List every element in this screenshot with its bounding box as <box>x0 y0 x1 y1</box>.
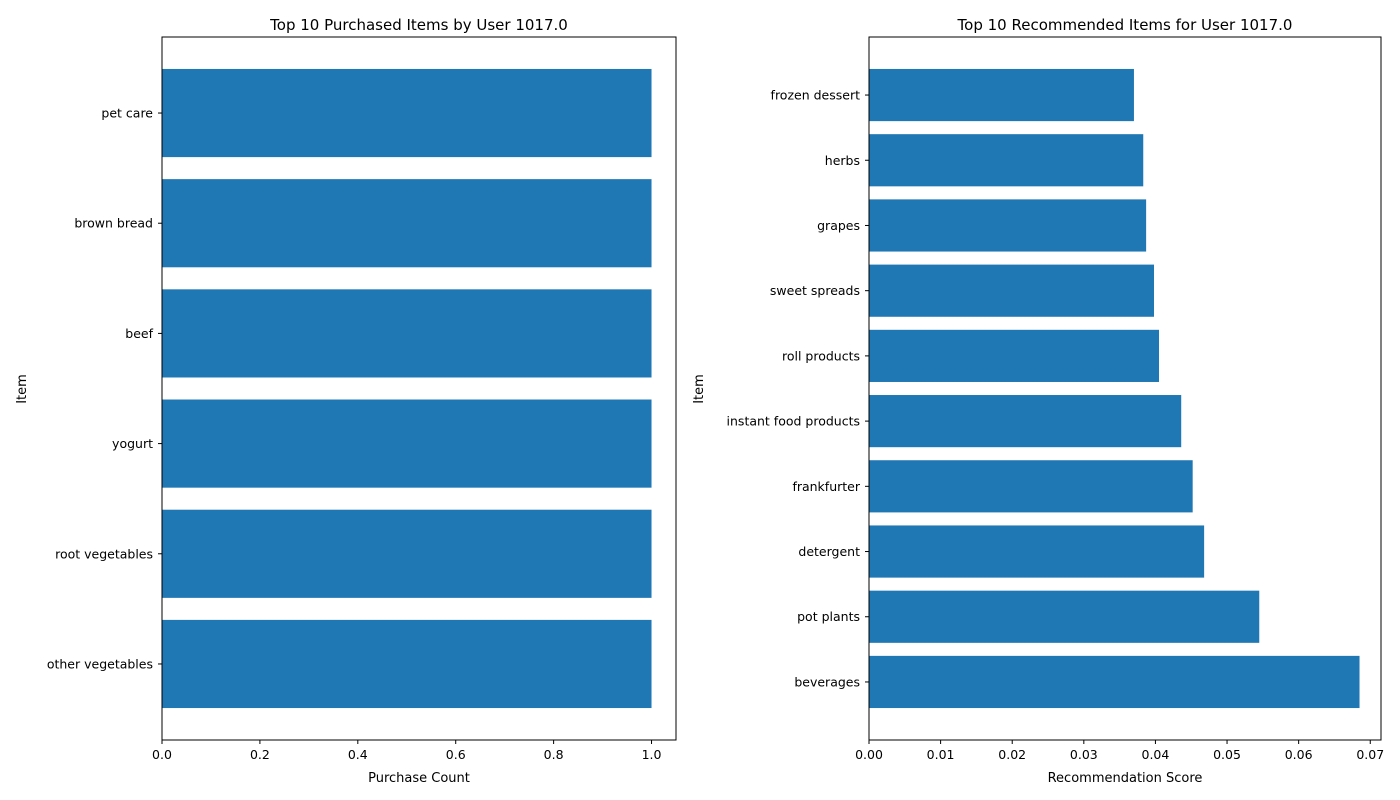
y-tick-label: sweet spreads <box>770 283 860 298</box>
plot-frame <box>161 36 677 741</box>
y-tick-label: brown bread <box>74 216 153 231</box>
bar-detergent <box>869 525 1205 578</box>
x-tick-label: 0.0 <box>152 747 172 762</box>
plot-frame <box>868 36 1382 741</box>
y-tick-label: detergent <box>798 544 860 559</box>
y-tick-group: other vegetables root vegetables yogurt bee… <box>47 106 162 671</box>
x-axis-label: Recommendation Score <box>1048 771 1203 786</box>
x-tick-label: 0.4 <box>348 747 368 762</box>
x-tick-label: 0.8 <box>544 747 564 762</box>
bar-group <box>869 68 1360 709</box>
x-tick-label: 0.02 <box>998 747 1026 762</box>
x-tick-label: 1.0 <box>642 747 662 762</box>
bar-frozen-dessert <box>869 68 1134 122</box>
y-tick-label: other vegetables <box>47 656 153 671</box>
y-axis-label: Item <box>692 374 707 404</box>
y-tick-label: herbs <box>825 153 860 168</box>
y-tick-label: instant food products <box>727 414 860 429</box>
bar-beef <box>162 289 652 378</box>
x-tick-group: 0.0 0.2 0.4 0.6 0.8 1.0 <box>152 740 662 762</box>
x-tick-label: 0.6 <box>446 747 466 762</box>
bar-group <box>162 68 652 709</box>
bar-frankfurter <box>869 460 1193 513</box>
bar-beverages <box>869 655 1360 709</box>
x-tick-label: 0.05 <box>1213 747 1241 762</box>
x-tick-label: 0.03 <box>1070 747 1098 762</box>
bar-grapes <box>869 199 1147 252</box>
y-axis-label: Item <box>15 374 30 404</box>
y-tick-label: beef <box>125 326 153 341</box>
recommended-items-chart: Top 10 Recommended Items for User 1017.0… <box>692 16 1384 786</box>
bar-other-vegetables <box>162 619 652 709</box>
x-tick-group: 0.00 0.01 0.02 0.03 0.04 0.05 0.06 0.07 <box>855 740 1384 762</box>
x-tick-label: 0.01 <box>927 747 955 762</box>
y-tick-label: frankfurter <box>792 479 860 494</box>
y-tick-label: beverages <box>794 674 860 689</box>
y-tick-label: yogurt <box>112 436 153 451</box>
y-tick-label: grapes <box>817 218 860 233</box>
bar-brown-bread <box>162 179 652 268</box>
bar-sweet-spreads <box>869 264 1155 317</box>
y-tick-group: beverages pot plants detergent frankfurter i… <box>727 88 869 689</box>
bar-root-vegetables <box>162 509 652 598</box>
x-tick-label: 0.00 <box>855 747 883 762</box>
bar-pet-care <box>162 68 652 158</box>
y-tick-label: pet care <box>101 106 153 121</box>
x-tick-label: 0.07 <box>1356 747 1384 762</box>
x-tick-label: 0.06 <box>1285 747 1313 762</box>
x-tick-label: 0.04 <box>1142 747 1170 762</box>
y-tick-label: root vegetables <box>55 546 153 561</box>
bar-pot-plants <box>869 590 1260 643</box>
purchased-items-chart: Top 10 Purchased Items by User 1017.0 ot… <box>15 16 677 786</box>
bar-herbs <box>869 134 1144 187</box>
y-tick-label: roll products <box>782 348 860 363</box>
chart-title: Top 10 Recommended Items for User 1017.0 <box>957 16 1293 34</box>
y-tick-label: frozen dessert <box>771 88 861 103</box>
y-tick-label: pot plants <box>797 609 860 624</box>
x-tick-label: 0.2 <box>250 747 270 762</box>
chart-title: Top 10 Purchased Items by User 1017.0 <box>269 16 568 34</box>
bar-roll-products <box>869 329 1160 382</box>
bar-yogurt <box>162 399 652 488</box>
x-axis-label: Purchase Count <box>368 771 470 786</box>
bar-instant-food-products <box>869 395 1182 448</box>
